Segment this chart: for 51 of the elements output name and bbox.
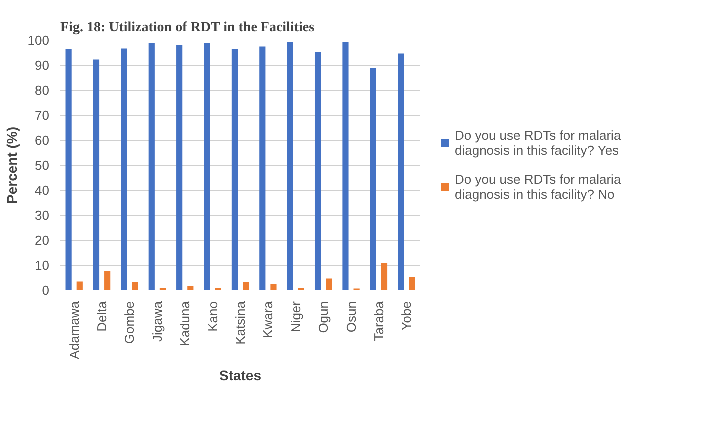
bar — [93, 60, 100, 290]
bar — [370, 68, 376, 290]
y-tick-label: 50 — [35, 158, 50, 173]
chart-title: Fig. 18: Utilization of RDT in the Facilities — [60, 20, 316, 36]
legend-label: Do you use RDTs for malaria diagnosis in this facility? Yes — [455, 128, 622, 158]
bar — [409, 277, 416, 290]
bar — [66, 49, 72, 290]
y-axis-title: Percent (%) — [4, 126, 20, 204]
legend-label: Do you use RDTs for malaria diagnosis in this facility? No — [455, 172, 622, 202]
x-tick-label: Taraba — [371, 300, 386, 342]
y-tick-label: 0 — [42, 283, 50, 298]
bar — [242, 282, 250, 290]
y-tick-label: 40 — [35, 183, 50, 198]
bar — [76, 282, 83, 290]
y-tick-label: 100 — [28, 33, 50, 48]
y-tick-label: 80 — [35, 83, 50, 98]
y-tick-label: 30 — [35, 208, 50, 223]
bar — [188, 286, 194, 290]
bar — [132, 282, 138, 290]
x-tick-label: Ogun — [316, 301, 332, 334]
x-tick-label: Jigawa — [150, 300, 165, 342]
x-tick-label: Delta — [94, 300, 110, 332]
bar — [270, 284, 277, 290]
bar — [204, 43, 210, 290]
y-tick-label: 10 — [35, 258, 50, 273]
y-tick-label: 70 — [35, 108, 50, 123]
bar — [287, 42, 294, 290]
bar — [121, 48, 128, 290]
x-tick-label: Yobe — [399, 301, 414, 331]
x-tick-label: Kano — [205, 301, 220, 332]
x-tick-label: Katsina — [233, 300, 248, 345]
x-tick-label: Osun — [344, 301, 359, 333]
x-tick-label: Kwara — [260, 300, 276, 338]
x-tick-label: Niger — [288, 300, 304, 333]
bar — [314, 52, 322, 290]
bar — [326, 278, 332, 290]
bar — [148, 43, 155, 290]
bar — [176, 45, 183, 290]
y-tick-label: 20 — [35, 233, 50, 248]
x-tick-label: Kaduna — [178, 300, 193, 346]
bar — [260, 46, 266, 290]
bar — [342, 42, 349, 290]
bar — [232, 49, 238, 290]
bar — [104, 271, 111, 290]
x-axis-title: States — [219, 367, 262, 384]
y-tick-label: 90 — [35, 58, 50, 73]
y-tick-label: 60 — [35, 133, 50, 148]
x-tick-label: Adamawa — [66, 300, 82, 360]
bar — [381, 263, 388, 290]
x-tick-label: Gombe — [122, 301, 138, 344]
bar — [398, 54, 404, 290]
